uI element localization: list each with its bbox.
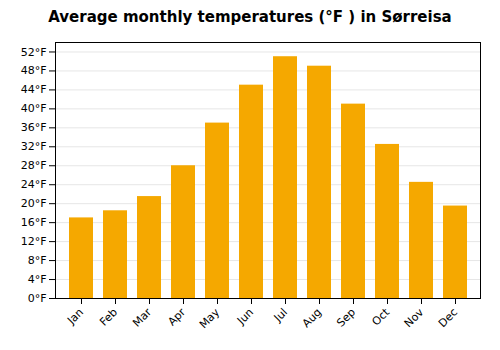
svg-text:44°F: 44°F xyxy=(21,83,47,96)
svg-text:Mar: Mar xyxy=(130,305,154,329)
svg-text:Feb: Feb xyxy=(97,306,120,329)
svg-text:24°F: 24°F xyxy=(21,178,47,191)
svg-text:40°F: 40°F xyxy=(21,102,47,115)
svg-text:0°F: 0°F xyxy=(28,292,47,305)
svg-text:36°F: 36°F xyxy=(21,121,47,134)
svg-text:20°F: 20°F xyxy=(21,197,47,210)
svg-text:32°F: 32°F xyxy=(21,140,47,153)
svg-text:Apr: Apr xyxy=(165,305,188,328)
svg-text:May: May xyxy=(197,305,223,331)
svg-text:52°F: 52°F xyxy=(21,46,47,59)
svg-text:4°F: 4°F xyxy=(28,273,47,286)
svg-text:Jan: Jan xyxy=(64,306,86,328)
svg-text:Jun: Jun xyxy=(234,306,256,328)
svg-text:Dec: Dec xyxy=(436,306,460,330)
svg-text:Aug: Aug xyxy=(300,306,324,330)
svg-text:48°F: 48°F xyxy=(21,64,47,77)
html-text:Average monthly temperatures (: Average monthly temperatures (°F ) in Sø… xyxy=(48,8,452,26)
svg-text:Jul: Jul xyxy=(271,306,290,325)
svg-text:28°F: 28°F xyxy=(21,159,47,172)
svg-text:12°F: 12°F xyxy=(21,235,47,248)
svg-text:Oct: Oct xyxy=(369,305,392,328)
svg-text:Sep: Sep xyxy=(334,306,358,330)
svg-text:8°F: 8°F xyxy=(28,254,47,267)
svg-text:16°F: 16°F xyxy=(21,216,47,229)
svg-text:Nov: Nov xyxy=(402,305,427,330)
